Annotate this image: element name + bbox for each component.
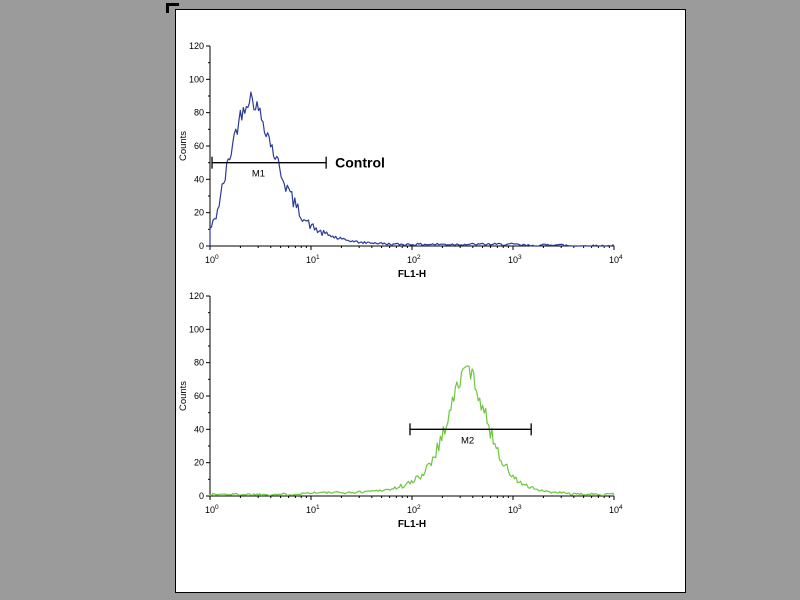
top-flow-histogram: 0 20 40 60 80 100 120 100 101 102 103 104 FL1-H Count…: [178, 41, 623, 280]
y-tick-label: 80: [194, 358, 204, 368]
x-tick-label: 101: [306, 254, 320, 265]
y-axis-label: Counts: [178, 381, 189, 411]
y-tick-label: 120: [189, 41, 204, 51]
y-tick-label: 40: [194, 174, 204, 184]
x-tick-label: 103: [508, 504, 522, 515]
x-tick-label: 101: [306, 504, 320, 515]
gate-label: M1: [252, 169, 265, 180]
x-tick-label: 100: [205, 504, 219, 515]
x-tick-label: 103: [508, 254, 522, 265]
y-tick-label: 80: [194, 108, 204, 118]
y-axis-label: Counts: [178, 131, 189, 161]
x-axis-label: FL1-H: [398, 519, 426, 530]
x-tick-label: 102: [407, 504, 421, 515]
y-tick-label: 40: [194, 424, 204, 434]
x-tick-label: 104: [609, 254, 623, 265]
gate-label: M2: [461, 435, 474, 446]
corner-mark: [166, 3, 179, 13]
control-flow-histogram: [209, 91, 615, 247]
antibody-flow-histogram: [209, 365, 615, 497]
figure-panel: 0 20 40 60 80 100 120 100 101 102 103 104 FL1-H Count…: [175, 9, 686, 593]
x-tick-label: 100: [205, 254, 219, 265]
y-tick-label: 60: [194, 391, 204, 401]
y-tick-label: 20: [194, 208, 204, 218]
x-tick-label: 102: [407, 254, 421, 265]
y-tick-label: 60: [194, 141, 204, 151]
y-tick-label: 100: [189, 324, 204, 334]
y-tick-label: 0: [199, 241, 204, 251]
y-tick-label: 100: [189, 74, 204, 84]
y-tick-label: 0: [199, 491, 204, 501]
gate-annotation: Control: [335, 155, 385, 171]
bottom-flow-histogram: 0 20 40 60 80 100 120 100 101 102 103 104 FL1-H Count…: [178, 291, 623, 530]
x-tick-label: 104: [609, 504, 623, 515]
y-tick-label: 20: [194, 458, 204, 468]
y-tick-label: 120: [189, 291, 204, 301]
x-axis-label: FL1-H: [398, 269, 426, 280]
